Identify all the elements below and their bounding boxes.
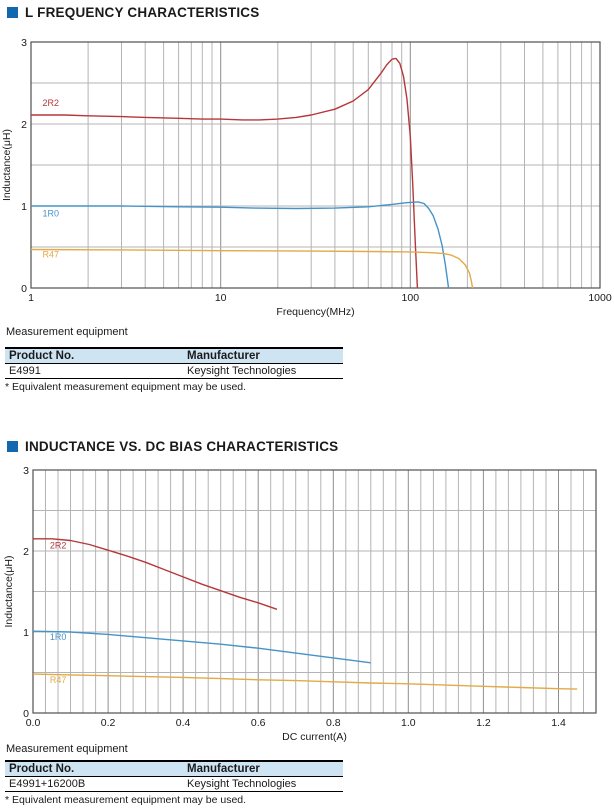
x-tick-label: 10 [215, 292, 227, 304]
section-bullet-icon [7, 441, 18, 452]
x-tick-label: 0.6 [251, 717, 266, 729]
section-title-text: L FREQUENCY CHARACTERISTICS [25, 5, 260, 20]
x-tick-label: 1000 [588, 292, 612, 304]
x-tick-label: 0.8 [326, 717, 341, 729]
y-tick-label: 3 [23, 465, 29, 477]
x-tick-label: 0.2 [101, 717, 116, 729]
dc-bias-chart: 2R2 1R0 R47 0.0 0.2 0.4 0.6 0.8 1.0 1.2 1.4 0 1 2 3 DC … [3, 465, 597, 742]
equipment-table-2: Product No. Manufacturer E4991+16200B Ke… [5, 760, 343, 792]
series-label-1R0: 1R0 [43, 209, 60, 219]
equipment-table-1: Product No. Manufacturer E4991 Keysight … [5, 347, 343, 379]
table-row: E4991+16200B Keysight Technologies [5, 777, 343, 792]
y-axis-title: Inductance(μH) [1, 129, 13, 201]
section-title-text: INDUCTANCE VS. DC BIAS CHARACTERISTICS [25, 439, 339, 454]
section-title-l-frequency: L FREQUENCY CHARACTERISTICS [7, 5, 259, 20]
y-tick-label: 1 [23, 627, 29, 639]
table-footnote-2: * Equivalent measurement equipment may b… [5, 794, 247, 806]
x-tick-label: 1.2 [476, 717, 491, 729]
table-header-product-no: Product No. [5, 348, 183, 364]
curve-R47 [32, 673, 578, 690]
table-footnote-1: * Equivalent measurement equipment may b… [5, 381, 247, 393]
product-no-cell: E4991 [9, 365, 41, 377]
y-tick-label: 2 [21, 119, 27, 131]
manufacturer-cell: Keysight Technologies [187, 778, 297, 790]
section-title-dc-bias: INDUCTANCE VS. DC BIAS CHARACTERISTICS [7, 439, 338, 454]
table-header-row: Product No. Manufacturer [5, 761, 343, 777]
table-header-row: Product No. Manufacturer [5, 348, 343, 364]
y-tick-label: 0 [23, 708, 29, 720]
series-label-R47: R47 [43, 250, 60, 260]
x-axis-title: DC current(A) [282, 731, 347, 742]
x-axis-title: Frequency(MHz) [276, 306, 354, 318]
y-tick-label: 2 [23, 546, 29, 558]
y-tick-label: 0 [21, 283, 27, 295]
x-tick-label: 1.0 [401, 717, 416, 729]
table-caption-1: Measurement equipment [6, 326, 128, 338]
table-header-manufacturer: Manufacturer [183, 348, 343, 364]
curve-R47 [30, 248, 474, 289]
table-row: E4991 Keysight Technologies [5, 364, 343, 379]
manufacturer-cell: Keysight Technologies [187, 365, 297, 377]
x-tick-label: 1 [28, 292, 34, 304]
x-tick-label: 1.4 [551, 717, 566, 729]
table-caption-2: Measurement equipment [6, 743, 128, 755]
y-tick-label: 1 [21, 201, 27, 213]
series-label-1R0: 1R0 [50, 632, 67, 642]
y-axis-title: Inductance(μH) [3, 556, 15, 628]
table-header-manufacturer: Manufacturer [183, 761, 343, 777]
series-label-2R2: 2R2 [43, 98, 60, 108]
x-tick-label: 100 [402, 292, 420, 304]
x-tick-label: 0.4 [176, 717, 191, 729]
plot-border [32, 469, 597, 714]
curve-2R2 [31, 57, 419, 289]
curve-2R2 [33, 538, 278, 610]
y-tick-label: 3 [21, 37, 27, 49]
plot-border [30, 41, 601, 289]
x-tick-label: 0.0 [26, 717, 41, 729]
section-bullet-icon [7, 7, 18, 18]
curve-1R0 [32, 630, 371, 664]
product-no-cell: E4991+16200B [9, 778, 86, 790]
curve-1R0 [31, 201, 450, 289]
table-header-product-no: Product No. [5, 761, 183, 777]
series-label-2R2: 2R2 [50, 541, 67, 551]
series-label-R47: R47 [50, 675, 67, 685]
